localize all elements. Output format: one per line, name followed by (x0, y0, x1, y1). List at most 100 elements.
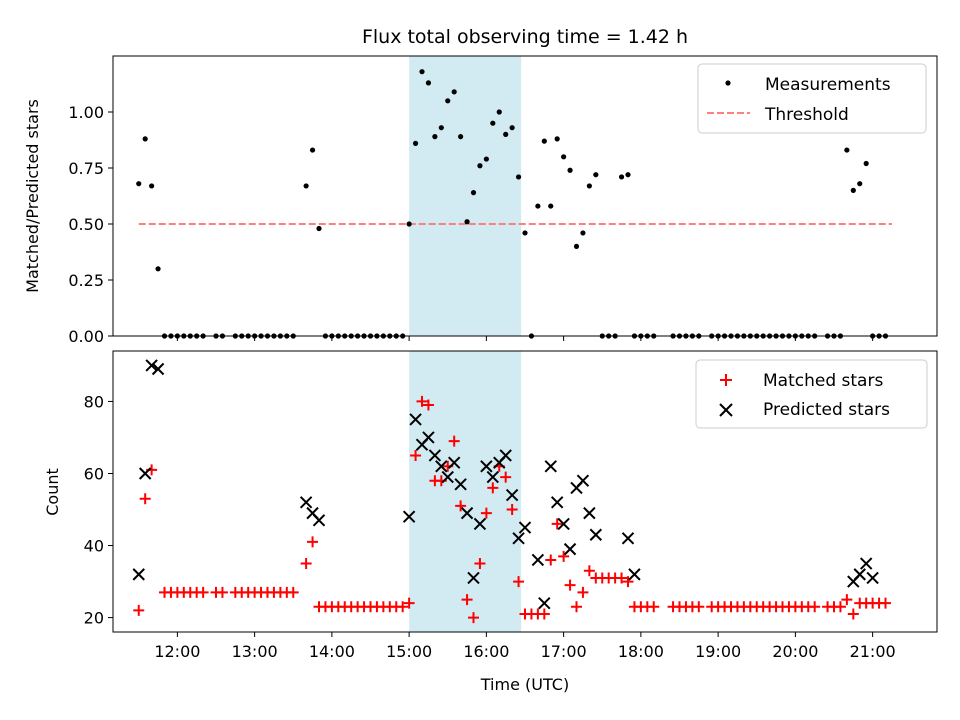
measurement-point (844, 147, 850, 153)
matched-star-point (422, 399, 434, 411)
measurement-point (303, 183, 309, 189)
top-y-tick-label: 0.25 (68, 271, 104, 290)
matched-star-point (551, 518, 563, 530)
predicted-star-point (460, 506, 474, 520)
measurement-point (470, 190, 477, 196)
measurement-point (522, 230, 528, 236)
matched-star-point (558, 550, 570, 562)
top-legend: Measurements Threshold (697, 63, 927, 134)
matched-star-point (577, 586, 589, 598)
measurement-point (535, 203, 541, 209)
legend-threshold-label: Threshold (764, 105, 849, 125)
bottom-axes-frame (112, 350, 938, 633)
matched-star-point (448, 435, 460, 447)
measurement-point (458, 134, 464, 140)
measurement-point (142, 136, 148, 142)
predicted-star-point (151, 362, 165, 376)
predicted-star-point (576, 474, 590, 487)
matched-star-point (571, 601, 582, 613)
bottom-x-tick-label: 18:00 (618, 642, 664, 661)
bottom-y-tick-label: 80 (84, 392, 104, 411)
predicted-star-point (441, 470, 454, 484)
predicted-star-point (563, 542, 577, 556)
measurement-point (515, 174, 522, 180)
predicted-star-point (145, 359, 158, 372)
predicted-star-point (628, 568, 641, 581)
matched-star-point (880, 597, 891, 609)
top-y-axis-label: Matched/Predicted stars (23, 99, 42, 293)
measurement-point (155, 266, 161, 272)
bottom-y-tick-label: 40 (84, 537, 104, 556)
legend-matched-label: Matched stars (763, 371, 883, 391)
bottom-x-tick-label: 17:00 (541, 642, 587, 661)
measurement-point (419, 69, 425, 75)
measurement-point (490, 120, 496, 126)
matched-star-point (307, 536, 319, 548)
predicted-star-point (512, 532, 525, 545)
measurement-point (567, 167, 573, 173)
top-panel: 0.00 0.25 0.50 0.75 1.00 Flux total observin… (23, 26, 938, 346)
predicted-star-point (447, 456, 461, 469)
top-y-tick-label: 0.50 (68, 215, 104, 234)
predicted-star-point (538, 596, 551, 610)
matched-star-point (461, 594, 473, 606)
matched-star-point (564, 579, 576, 591)
matched-star-point (403, 597, 415, 609)
predicted-star-point (859, 557, 873, 570)
bottom-highlight-span (409, 351, 522, 632)
predicted-star-point (853, 568, 866, 581)
matched-star-point (809, 601, 821, 613)
predicted-star-point (589, 528, 603, 541)
measurement-point (451, 89, 457, 95)
predicted-star-point (499, 449, 512, 462)
measurement-point (464, 219, 470, 225)
measurement-point (477, 163, 483, 169)
matched-star-point (583, 565, 595, 577)
matched-star-point (216, 586, 228, 598)
measurement-point (503, 131, 509, 137)
measurement-point (850, 187, 856, 193)
matched-star-point (834, 601, 846, 613)
bottom-y-tick-label: 60 (84, 464, 104, 483)
legend-predicted-marker (719, 403, 733, 417)
matched-star-point (622, 576, 634, 588)
bottom-legend: Matched stars Predicted stars (695, 359, 928, 429)
predicted-star-point (409, 413, 422, 426)
measurement-point (432, 134, 438, 140)
predicted-star-point (531, 553, 545, 567)
matched-star-point (506, 504, 518, 516)
measurement-point (309, 147, 316, 153)
predicted-star-point (866, 571, 879, 585)
measurement-point (618, 174, 625, 180)
predicted-star-point (467, 571, 480, 585)
bottom-x-tick-label: 13:00 (232, 642, 278, 661)
measurement-point (406, 221, 412, 227)
top-y-tick-label: 0.75 (68, 159, 104, 178)
matched-star-point (847, 608, 859, 620)
predicted-star-point (518, 521, 532, 534)
legend-measurements-marker (725, 80, 731, 86)
predicted-star-point (486, 470, 500, 484)
bottom-x-tick-label: 19:00 (695, 642, 741, 661)
predicted-star-point (454, 478, 467, 491)
measurement-point (316, 225, 322, 232)
matched-star-point (841, 594, 853, 606)
bottom-panel: 20 40 60 80 12:00 13:00 14:00 15:00 16:00 17:00 1… (43, 350, 938, 694)
matched-star-point (648, 601, 660, 613)
matched-star-point (616, 572, 628, 584)
measurement-point (496, 109, 502, 115)
measurement-point (554, 136, 560, 142)
matched-star-point (468, 612, 479, 624)
matched-star-point (416, 395, 428, 407)
measurement-point (548, 203, 554, 209)
bottom-y-tick-label: 20 (84, 609, 104, 628)
predicted-star-point (583, 506, 596, 520)
measurement-point (136, 181, 142, 187)
predicted-star-point (299, 496, 313, 509)
bottom-x-tick-label: 12:00 (154, 642, 200, 661)
predicted-star-point (544, 460, 557, 473)
predicted-star-point (557, 517, 570, 531)
matched-star-point (545, 554, 557, 566)
bottom-y-axis-label: Count (43, 468, 62, 516)
